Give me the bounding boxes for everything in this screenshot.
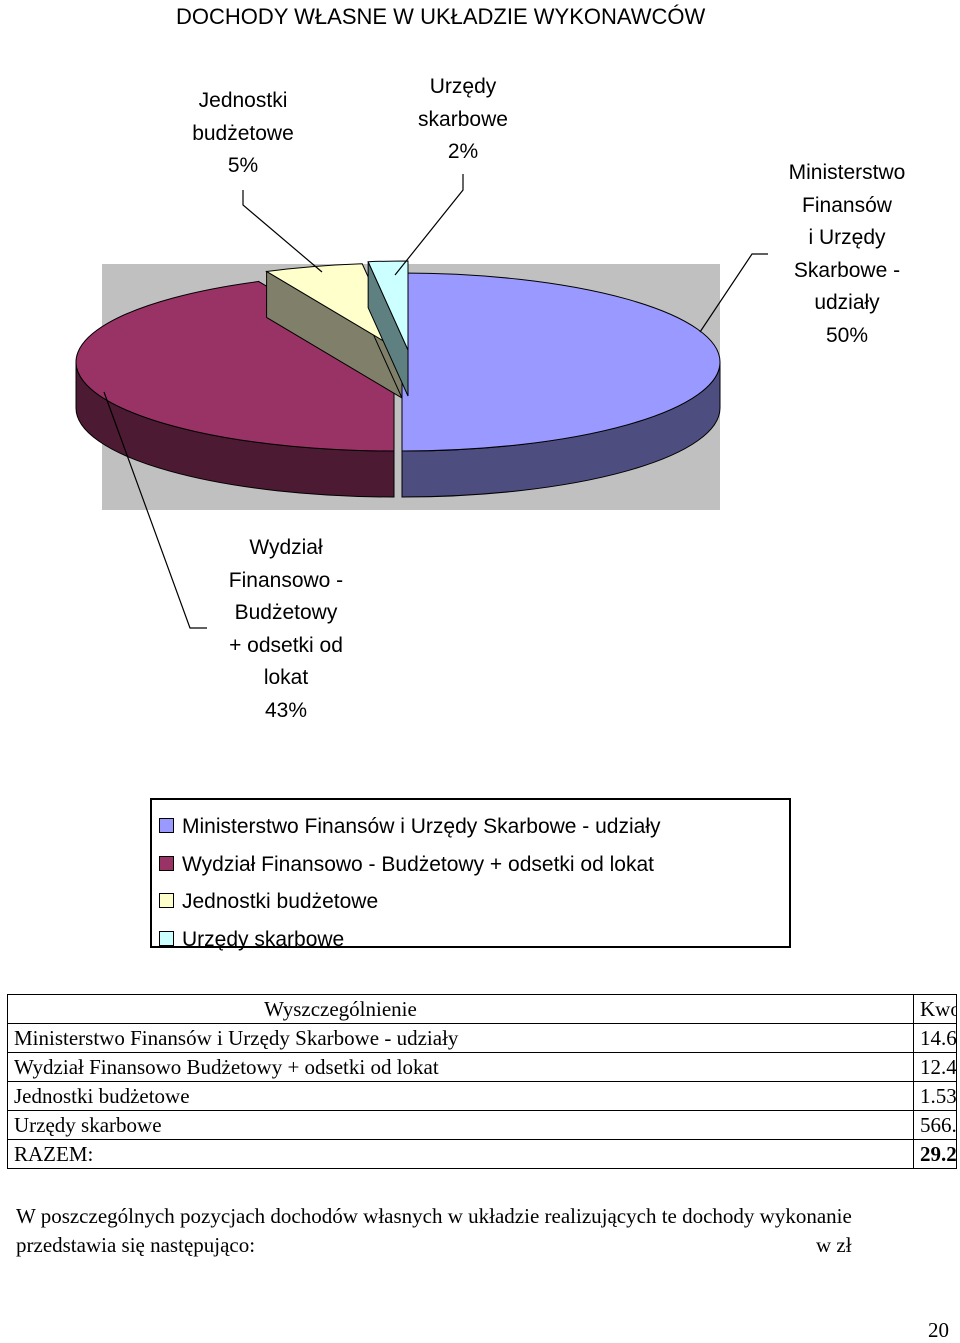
legend-item-jednostki: Jednostki budżetowe: [152, 883, 789, 921]
legend-item-ministerstwo: Ministerstwo Finansów i Urzędy Skarbowe …: [152, 808, 789, 846]
legend-label: Wydział Finansowo - Budżetowy + odsetki …: [182, 852, 654, 876]
slice-label-jednostki: Jednostki budżetowe 5%: [192, 89, 294, 177]
legend-item-wydzial: Wydział Finansowo - Budżetowy + odsetki …: [152, 846, 789, 884]
row-name: Jednostki budżetowe: [7, 1081, 914, 1111]
pie-chart: [75, 174, 768, 629]
footnote-unit: w zł: [816, 1233, 852, 1257]
page-number: 20: [928, 1318, 949, 1342]
row-amount: 1.534.605,27: [913, 1081, 957, 1111]
total-amount: 29.231.574,57 zł: [913, 1139, 957, 1169]
legend-swatch: [159, 855, 174, 871]
row-amount: 566.783,70: [913, 1110, 957, 1140]
row-amount: 14.645.071,65: [913, 1023, 957, 1053]
legend-swatch: [159, 818, 174, 833]
row-name: Wydział Finansowo Budżetowy + odsetki od…: [7, 1052, 914, 1082]
leader-line-jednostki: [242, 190, 323, 273]
legend-swatch: [159, 930, 174, 946]
table-header-row: Wyszczególnienie Kwota w zł: [7, 994, 957, 1024]
table-row: Wydział Finansowo Budżetowy + odsetki od…: [7, 1052, 957, 1082]
page-title: DOCHODY WŁASNE W UKŁADZIE WYKONAWCÓW: [176, 4, 706, 29]
legend-swatch: [159, 893, 174, 908]
legend-item-urzedy: Urzędy skarbowe: [152, 921, 789, 959]
row-name: Ministerstwo Finansów i Urzędy Skarbowe …: [7, 1023, 914, 1053]
leader-line-urzedy: [394, 174, 464, 276]
slice-label-ministerstwo: Ministerstwo Finansów i Urzędy Skarbowe …: [788, 161, 906, 347]
leader-line-ministerstwo: [699, 253, 768, 333]
slice-ministerstwo: [401, 272, 721, 498]
slice-label-urzedy: Urzędy skarbowe 2%: [418, 75, 508, 163]
row-name: Urzędy skarbowe: [7, 1110, 914, 1140]
table-row: Ministerstwo Finansów i Urzędy Skarbowe …: [7, 1023, 957, 1053]
legend-label: Ministerstwo Finansów i Urzędy Skarbowe …: [182, 815, 661, 838]
legend-label: Urzędy skarbowe: [182, 927, 345, 951]
table-total-row: RAZEM: 29.231.574,57 zł: [7, 1139, 957, 1169]
slice-label-wydzial: Wydział Finansowo - Budżetowy + odsetki …: [228, 536, 344, 722]
column-header-amount: Kwota w zł: [913, 994, 957, 1024]
table-row: Jednostki budżetowe 1.534.605,27: [7, 1081, 957, 1111]
leader-line-wydzial: [103, 391, 207, 629]
row-amount: 12.485.113,95: [913, 1052, 957, 1082]
legend-label: Jednostki budżetowe: [182, 890, 379, 913]
table-row: Urzędy skarbowe 566.783,70: [7, 1110, 957, 1140]
chart-legend: Ministerstwo Finansów i Urzędy Skarbowe …: [150, 798, 791, 951]
total-label: RAZEM:: [7, 1139, 914, 1169]
footnote: W poszczególnych pozycjach dochodów włas…: [16, 1202, 946, 1260]
column-header-name: Wyszczególnienie: [7, 994, 914, 1024]
income-table: Wyszczególnienie Kwota w zł Ministerstwo…: [7, 994, 957, 1169]
slice-urzedy: [367, 260, 409, 397]
footnote-text: W poszczególnych pozycjach dochodów włas…: [16, 1204, 852, 1257]
